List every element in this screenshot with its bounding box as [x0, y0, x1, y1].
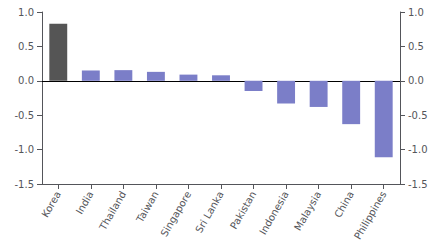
svg-text:0.5: 0.5 — [18, 41, 34, 52]
svg-text:-1.0: -1.0 — [14, 144, 34, 155]
svg-text:-1.5: -1.5 — [408, 179, 428, 190]
svg-text:-0.5: -0.5 — [408, 110, 428, 121]
svg-text:Korea: Korea — [39, 189, 63, 219]
svg-text:0.0: 0.0 — [408, 75, 424, 86]
svg-text:0.0: 0.0 — [18, 75, 34, 86]
svg-text:Pakistan: Pakistan — [228, 189, 258, 231]
svg-text:-0.5: -0.5 — [14, 110, 34, 121]
svg-text:Indonesia: Indonesia — [257, 189, 291, 236]
svg-text:Malaysia: Malaysia — [292, 189, 323, 232]
svg-text:Thailand: Thailand — [97, 189, 128, 233]
svg-text:1.0: 1.0 — [408, 7, 424, 18]
svg-text:1.0: 1.0 — [18, 7, 34, 18]
svg-text:Sri Lanka: Sri Lanka — [193, 189, 226, 234]
svg-text:Philippines: Philippines — [352, 189, 388, 241]
svg-text:China: China — [332, 189, 356, 219]
svg-text:Taiwan: Taiwan — [134, 189, 161, 225]
svg-text:India: India — [74, 189, 96, 216]
svg-text:0.5: 0.5 — [408, 41, 424, 52]
svg-text:Singapore: Singapore — [159, 189, 194, 238]
svg-text:-1.5: -1.5 — [14, 179, 34, 190]
svg-text:-1.0: -1.0 — [408, 144, 428, 155]
